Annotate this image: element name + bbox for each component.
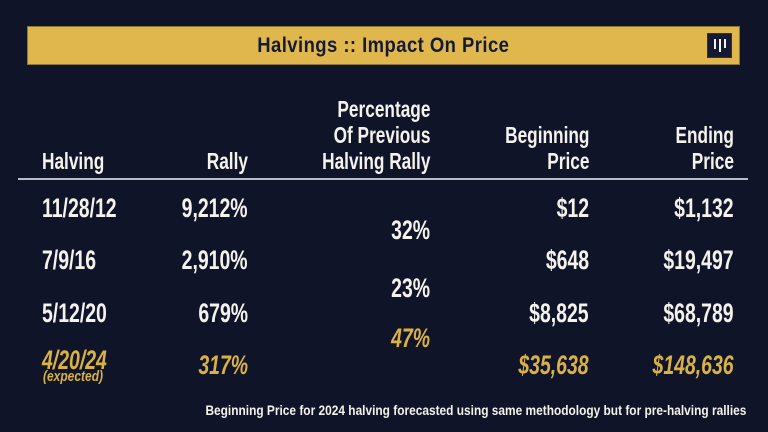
cell-halving-1: 7/9/16 xyxy=(42,245,97,275)
logo-bar xyxy=(723,39,726,48)
col-header-pct-line3: Halving Rally xyxy=(321,148,430,174)
cell-ending-2: $68,789 xyxy=(663,298,734,328)
logo-bar xyxy=(713,39,716,49)
cell-halving-0: 11/28/12 xyxy=(42,193,117,223)
footnote: Beginning Price for 2024 halving forecas… xyxy=(205,402,746,418)
col-header-beginning-line1: Beginning xyxy=(504,122,589,148)
cell-rally-0: 9,212% xyxy=(182,193,248,223)
col-header-ending-line2: Price xyxy=(691,148,734,174)
slide-title: Halvings :: Impact On Price xyxy=(257,33,510,57)
col-header-beginning-price: Beginning Price xyxy=(505,122,589,174)
cell-halving-3: 4/20/24 xyxy=(42,345,107,375)
cell-halving-note: (expected) xyxy=(43,368,104,385)
cell-ending-0: $1,132 xyxy=(674,193,734,223)
cell-pct-of-previous-2: 47% xyxy=(391,323,430,353)
header-divider xyxy=(18,178,748,180)
cell-halving-2: 5/12/20 xyxy=(42,298,107,328)
cell-rally-3: 317% xyxy=(198,350,248,380)
cell-beginning-2: $8,825 xyxy=(529,298,589,328)
cell-beginning-3: $35,638 xyxy=(518,350,589,380)
col-header-pct-line1: Percentage xyxy=(336,96,430,122)
cell-pct-of-previous-0: 32% xyxy=(391,215,430,245)
title-banner: Halvings :: Impact On Price xyxy=(27,26,740,65)
col-header-ending-price: Ending Price xyxy=(676,122,734,174)
cell-rally-1: 2,910% xyxy=(182,245,248,275)
cell-ending-1: $19,497 xyxy=(663,245,734,275)
col-header-halving: Halving xyxy=(42,148,105,174)
cell-ending-3: $148,636 xyxy=(652,350,734,380)
cell-rally-2: 679% xyxy=(198,298,248,328)
cell-beginning-1: $648 xyxy=(545,245,589,275)
col-header-pct-line2: Of Previous xyxy=(333,122,430,148)
cell-pct-of-previous-1: 23% xyxy=(391,273,430,303)
cell-beginning-0: $12 xyxy=(556,193,589,223)
col-header-rally: Rally xyxy=(206,148,248,174)
col-header-pct-of-previous: Percentage Of Previous Halving Rally xyxy=(322,96,430,174)
three-bars-logo-icon xyxy=(707,33,732,58)
col-header-ending-line1: Ending xyxy=(675,122,734,148)
col-header-beginning-line2: Price xyxy=(546,148,589,174)
logo-bar xyxy=(718,39,721,52)
